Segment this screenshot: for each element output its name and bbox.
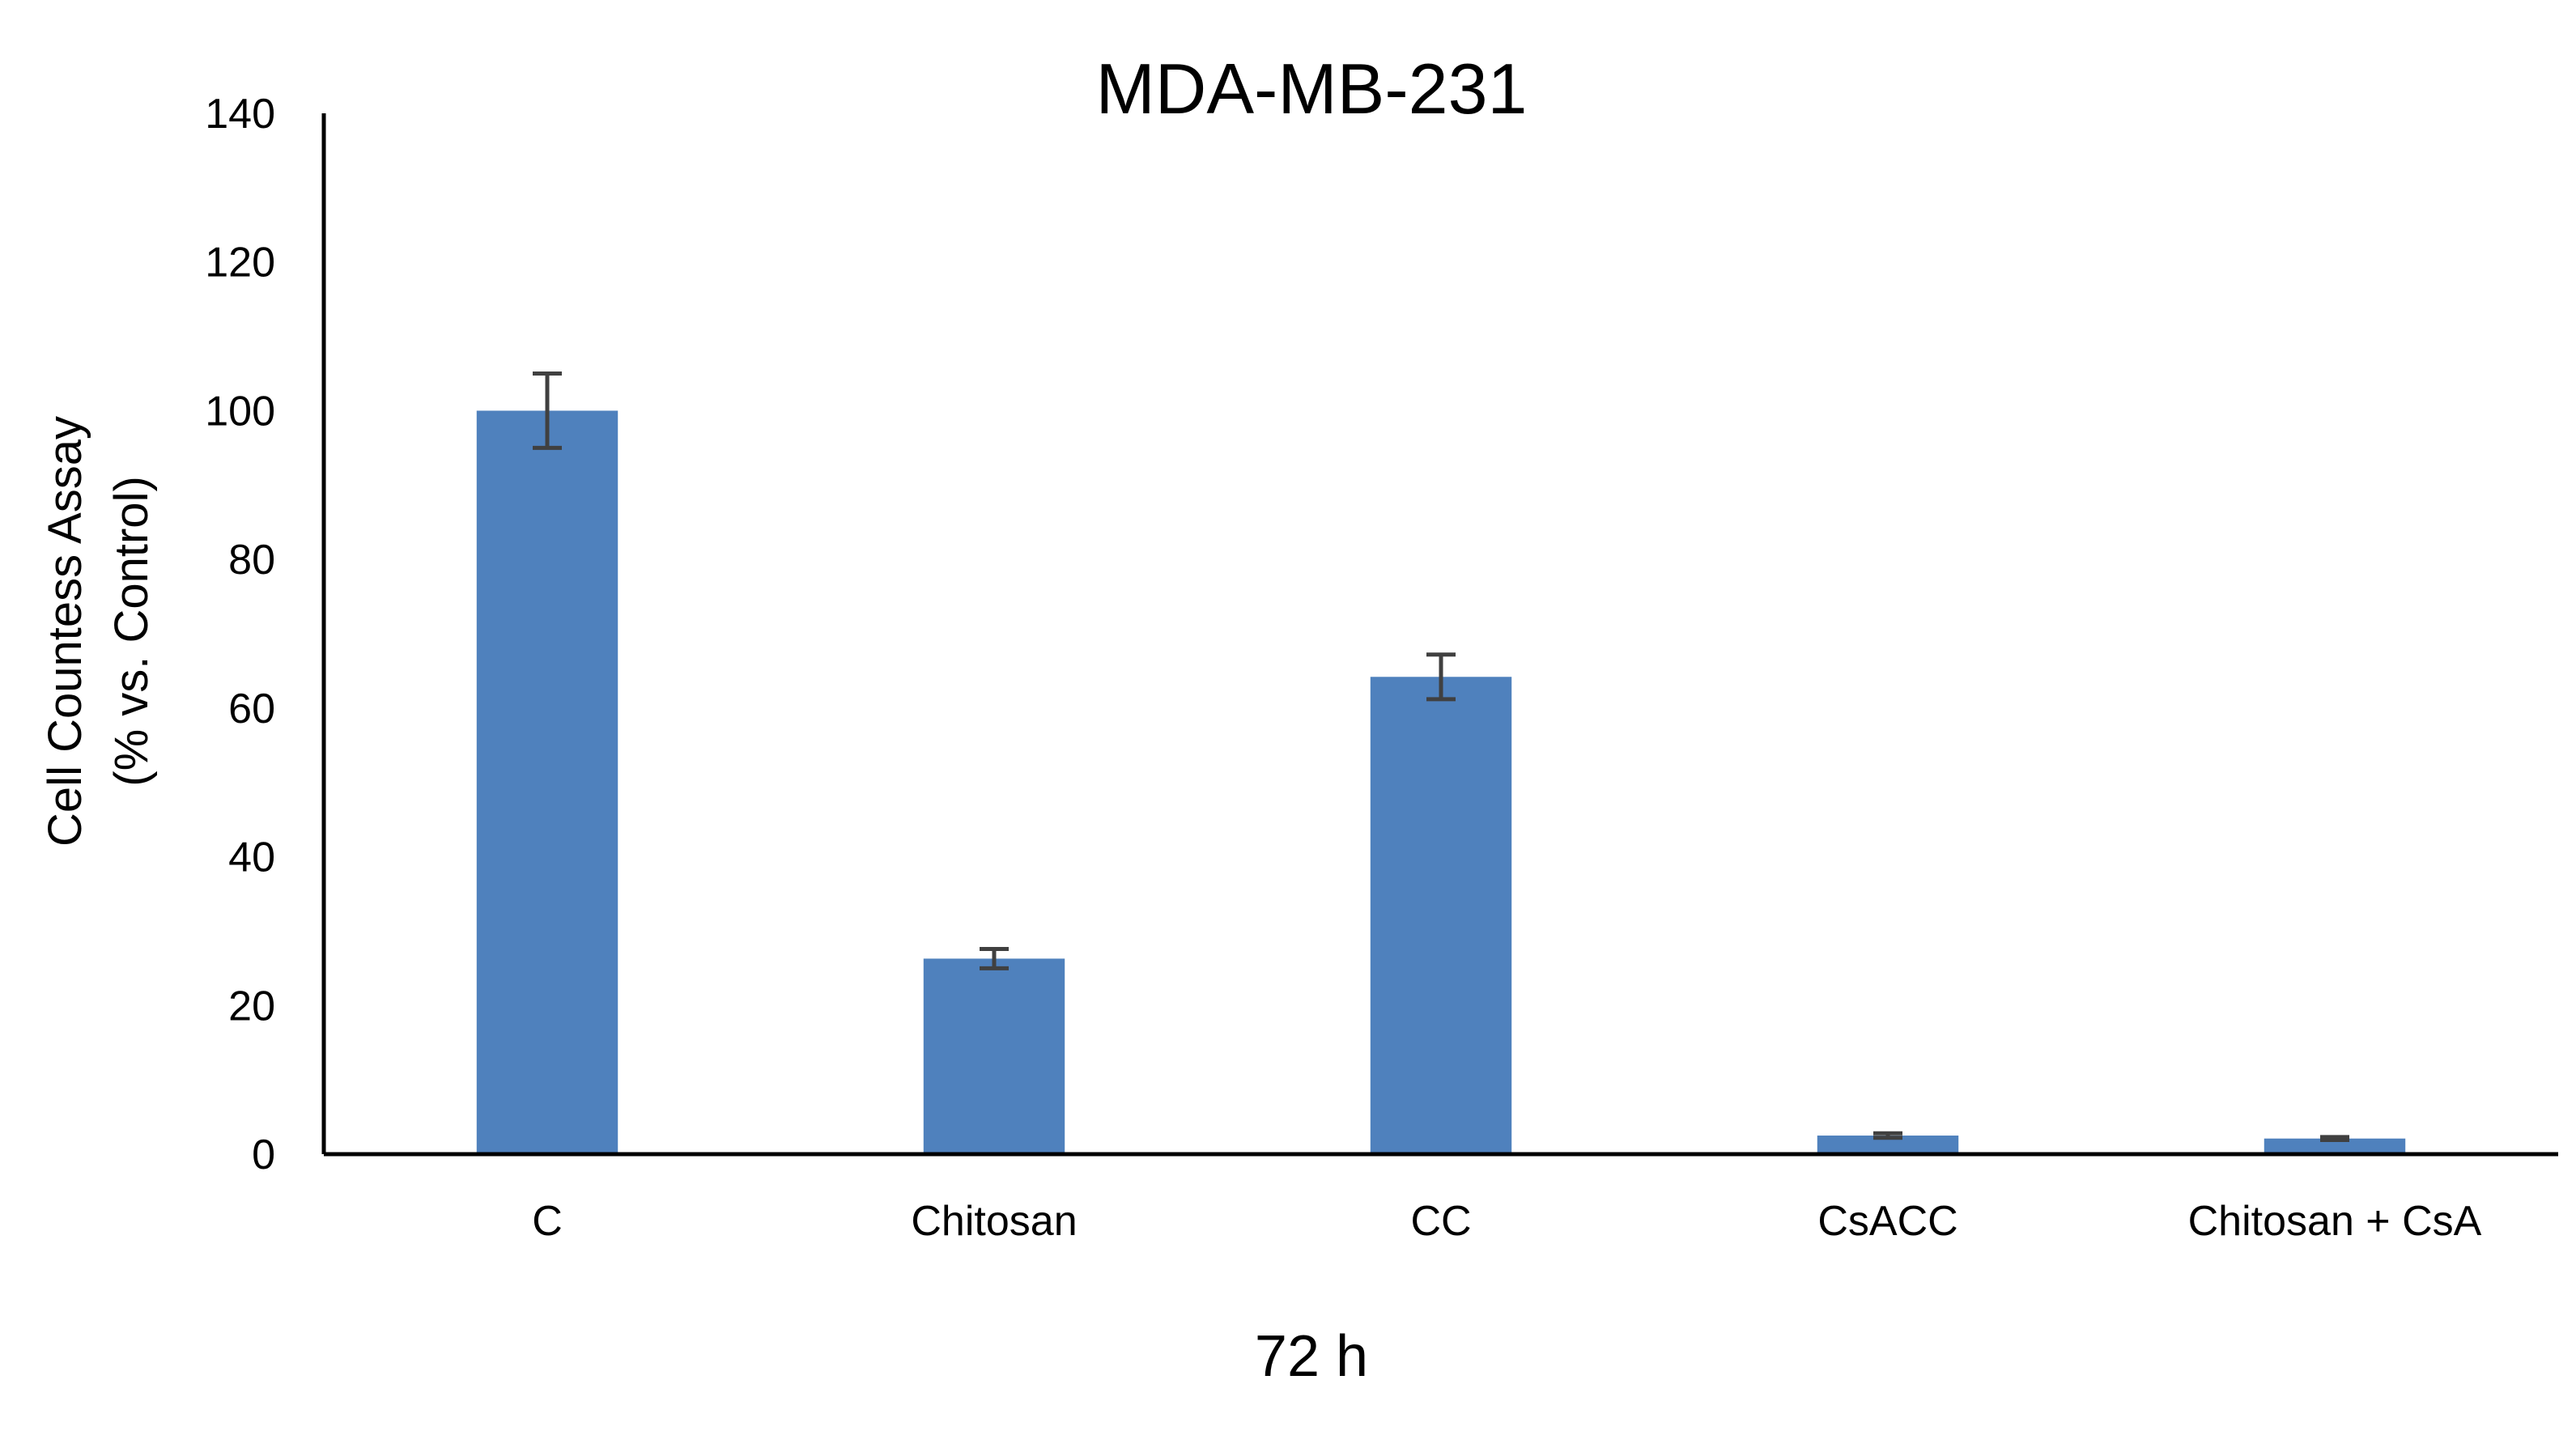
bar-2 <box>1370 677 1512 1154</box>
y-tick-label-3: 60 <box>228 686 275 732</box>
bar-1 <box>923 958 1065 1154</box>
bar-4 <box>2264 1138 2406 1154</box>
x-axis-title: 72 h <box>1255 1324 1368 1389</box>
bar-0 <box>476 410 618 1154</box>
y-axis-title-line-1: Cell Countess Assay <box>39 416 91 847</box>
y-tick-label-6: 120 <box>205 240 275 287</box>
y-axis-title: Cell Countess Assay (% vs. Control) <box>39 416 158 847</box>
y-tick-label-1: 20 <box>228 983 275 1030</box>
y-tick-label-4: 80 <box>228 537 275 584</box>
x-tick-label-3: CsACC <box>1817 1198 1958 1245</box>
y-tick-label-0: 0 <box>252 1131 275 1178</box>
y-tick-label-2: 40 <box>228 834 275 881</box>
x-tick-label-4: Chitosan + CsA <box>2188 1198 2482 1245</box>
y-axis-title-line-2: (% vs. Control) <box>105 476 158 787</box>
plot-area: 0 20 40 60 80 100 120 140 C Chitosan CC CsACC Chitos… <box>205 91 2558 1245</box>
x-tick-label-0: C <box>532 1198 563 1245</box>
x-tick-label-2: CC <box>1410 1198 1471 1245</box>
chart-title: MDA-MB-231 <box>1096 49 1528 129</box>
bar-3 <box>1817 1136 1959 1154</box>
y-tick-label-7: 140 <box>205 91 275 138</box>
y-tick-label-5: 100 <box>205 388 275 435</box>
x-tick-label-1: Chitosan <box>911 1198 1077 1245</box>
